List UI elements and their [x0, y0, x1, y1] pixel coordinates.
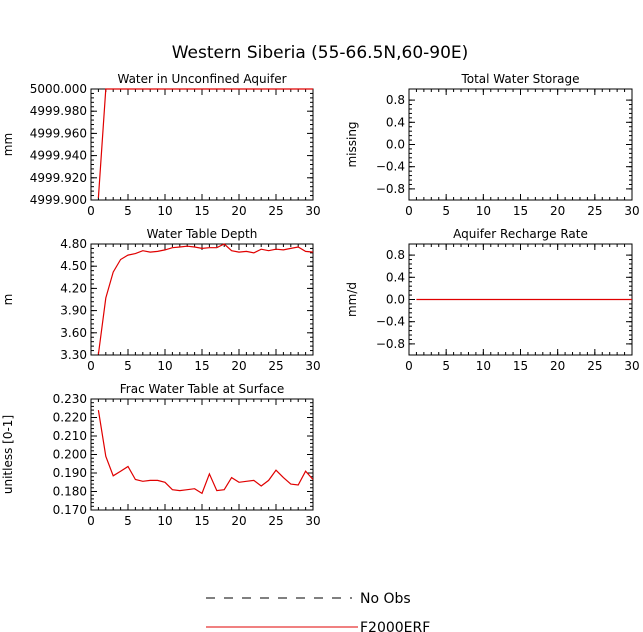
y-tick-label: 4999.980	[30, 104, 87, 118]
legend: No Obs F2000ERF	[206, 591, 430, 632]
y-tick-label: 4.50	[60, 259, 87, 273]
x-tick-label: 5	[442, 204, 450, 218]
y-tick-label: 0.230	[53, 392, 87, 406]
y-tick-label: 0.200	[53, 448, 87, 462]
x-tick-label: 0	[87, 204, 95, 218]
y-tick-label: −0.8	[376, 182, 405, 196]
x-tick-label: 25	[587, 204, 602, 218]
panel-total-water-storage: 0 5 10 15 20 25 30 −0.8 −0.4 0.0 0.4 0.8 Total Water…	[345, 72, 640, 218]
y-tick-label: 0.4	[386, 115, 405, 129]
y-tick-label: −0.4	[376, 315, 405, 329]
panel-title: Frac Water Table at Surface	[120, 382, 284, 396]
panel-water-table-depth: 0 5 10 15 20 25 30 3.30 3.60 3.90 4.20 4.50 4.80 Wate…	[1, 227, 321, 373]
x-tick-label: 10	[157, 359, 172, 373]
y-tick-label: 0.8	[386, 93, 405, 107]
legend-entry-f2000erf: F2000ERF	[206, 620, 430, 632]
y-tick-label: 3.30	[60, 348, 87, 362]
y-axis-label: unitless [0-1]	[1, 415, 15, 494]
plot-frame	[408, 88, 633, 201]
x-tick-label: 5	[124, 204, 132, 218]
x-tick-label: 25	[268, 204, 283, 218]
figure-title: Western Siberia (55-66.5N,60-90E)	[172, 43, 469, 63]
x-tick-label: 30	[624, 359, 639, 373]
y-tick-label: 0.190	[53, 466, 87, 480]
panel-title: Water Table Depth	[147, 227, 258, 241]
y-axis-label: missing	[345, 121, 359, 167]
x-tick-label: 10	[476, 359, 491, 373]
series-line-f2000erf	[97, 243, 314, 355]
legend-label-f2000erf: F2000ERF	[360, 620, 430, 632]
legend-entry-no-obs: No Obs	[206, 591, 411, 607]
x-tick-label: 0	[87, 514, 95, 528]
x-tick-label: 30	[305, 359, 320, 373]
y-tick-label: −0.4	[376, 160, 405, 174]
plot-frame	[90, 88, 314, 201]
y-tick-label: 3.60	[60, 326, 87, 340]
x-tick-label: 5	[442, 359, 450, 373]
y-tick-label: 4.80	[60, 237, 87, 251]
y-axis-label: mm/d	[345, 282, 359, 317]
series-line-f2000erf	[97, 410, 314, 495]
y-tick-label: 5000.000	[30, 82, 87, 96]
x-tick-label: 20	[550, 359, 565, 373]
x-tick-label: 15	[194, 514, 209, 528]
x-tick-label: 30	[305, 204, 320, 218]
x-tick-label: 10	[157, 514, 172, 528]
panel-aquifer-recharge: 0 5 10 15 20 25 30 −0.8 −0.4 0.0 0.4 0.8 Aquifer Rec…	[345, 227, 640, 373]
x-tick-label: 20	[231, 204, 246, 218]
y-tick-label: 0.220	[53, 411, 87, 425]
x-tick-label: 25	[268, 359, 283, 373]
y-tick-label: 0.8	[386, 248, 405, 262]
y-tick-label: 0.4	[386, 270, 405, 284]
x-tick-label: 20	[231, 359, 246, 373]
x-tick-label: 0	[405, 359, 413, 373]
panel-title: Total Water Storage	[460, 72, 579, 86]
panel-water-unconfined: 0 5 10 15 20 25 30 4999.900 4999.920 4999.940 4999…	[1, 72, 321, 218]
y-tick-label: 4999.900	[30, 193, 87, 207]
x-tick-label: 5	[124, 359, 132, 373]
y-tick-label: 4999.920	[30, 171, 87, 185]
plot-frame	[90, 243, 314, 356]
x-tick-label: 15	[194, 359, 209, 373]
x-tick-label: 20	[550, 204, 565, 218]
x-tick-label: 25	[587, 359, 602, 373]
y-tick-label: −0.8	[376, 337, 405, 351]
x-tick-label: 25	[268, 514, 283, 528]
y-axis-label: mm	[1, 133, 15, 156]
x-tick-label: 30	[624, 204, 639, 218]
panel-title: Aquifer Recharge Rate	[453, 227, 588, 241]
x-tick-label: 15	[513, 204, 528, 218]
y-tick-label: 4999.940	[30, 149, 87, 163]
panel-frac-water-table: 0 5 10 15 20 25 30 0.170 0.180 0.190 0.200 0.210 0.2…	[1, 382, 321, 528]
legend-label-no-obs: No Obs	[360, 591, 411, 607]
y-tick-label: 0.0	[386, 293, 405, 307]
y-tick-label: 0.210	[53, 429, 87, 443]
y-axis-label: m	[1, 294, 15, 306]
x-tick-label: 10	[157, 204, 172, 218]
y-tick-label: 0.170	[53, 503, 87, 517]
x-tick-label: 0	[405, 204, 413, 218]
panel-title: Water in Unconfined Aquifer	[117, 72, 286, 86]
y-tick-label: 0.0	[386, 138, 405, 152]
y-tick-label: 0.180	[53, 485, 87, 499]
x-tick-label: 10	[476, 204, 491, 218]
series-line-f2000erf	[97, 88, 313, 198]
x-tick-label: 20	[231, 514, 246, 528]
y-tick-label: 4999.960	[30, 126, 87, 140]
x-tick-label: 15	[513, 359, 528, 373]
y-tick-label: 3.90	[60, 304, 87, 318]
x-tick-label: 0	[87, 359, 95, 373]
y-tick-label: 4.20	[60, 281, 87, 295]
x-tick-label: 30	[305, 514, 320, 528]
x-tick-label: 5	[124, 514, 132, 528]
x-tick-label: 15	[194, 204, 209, 218]
